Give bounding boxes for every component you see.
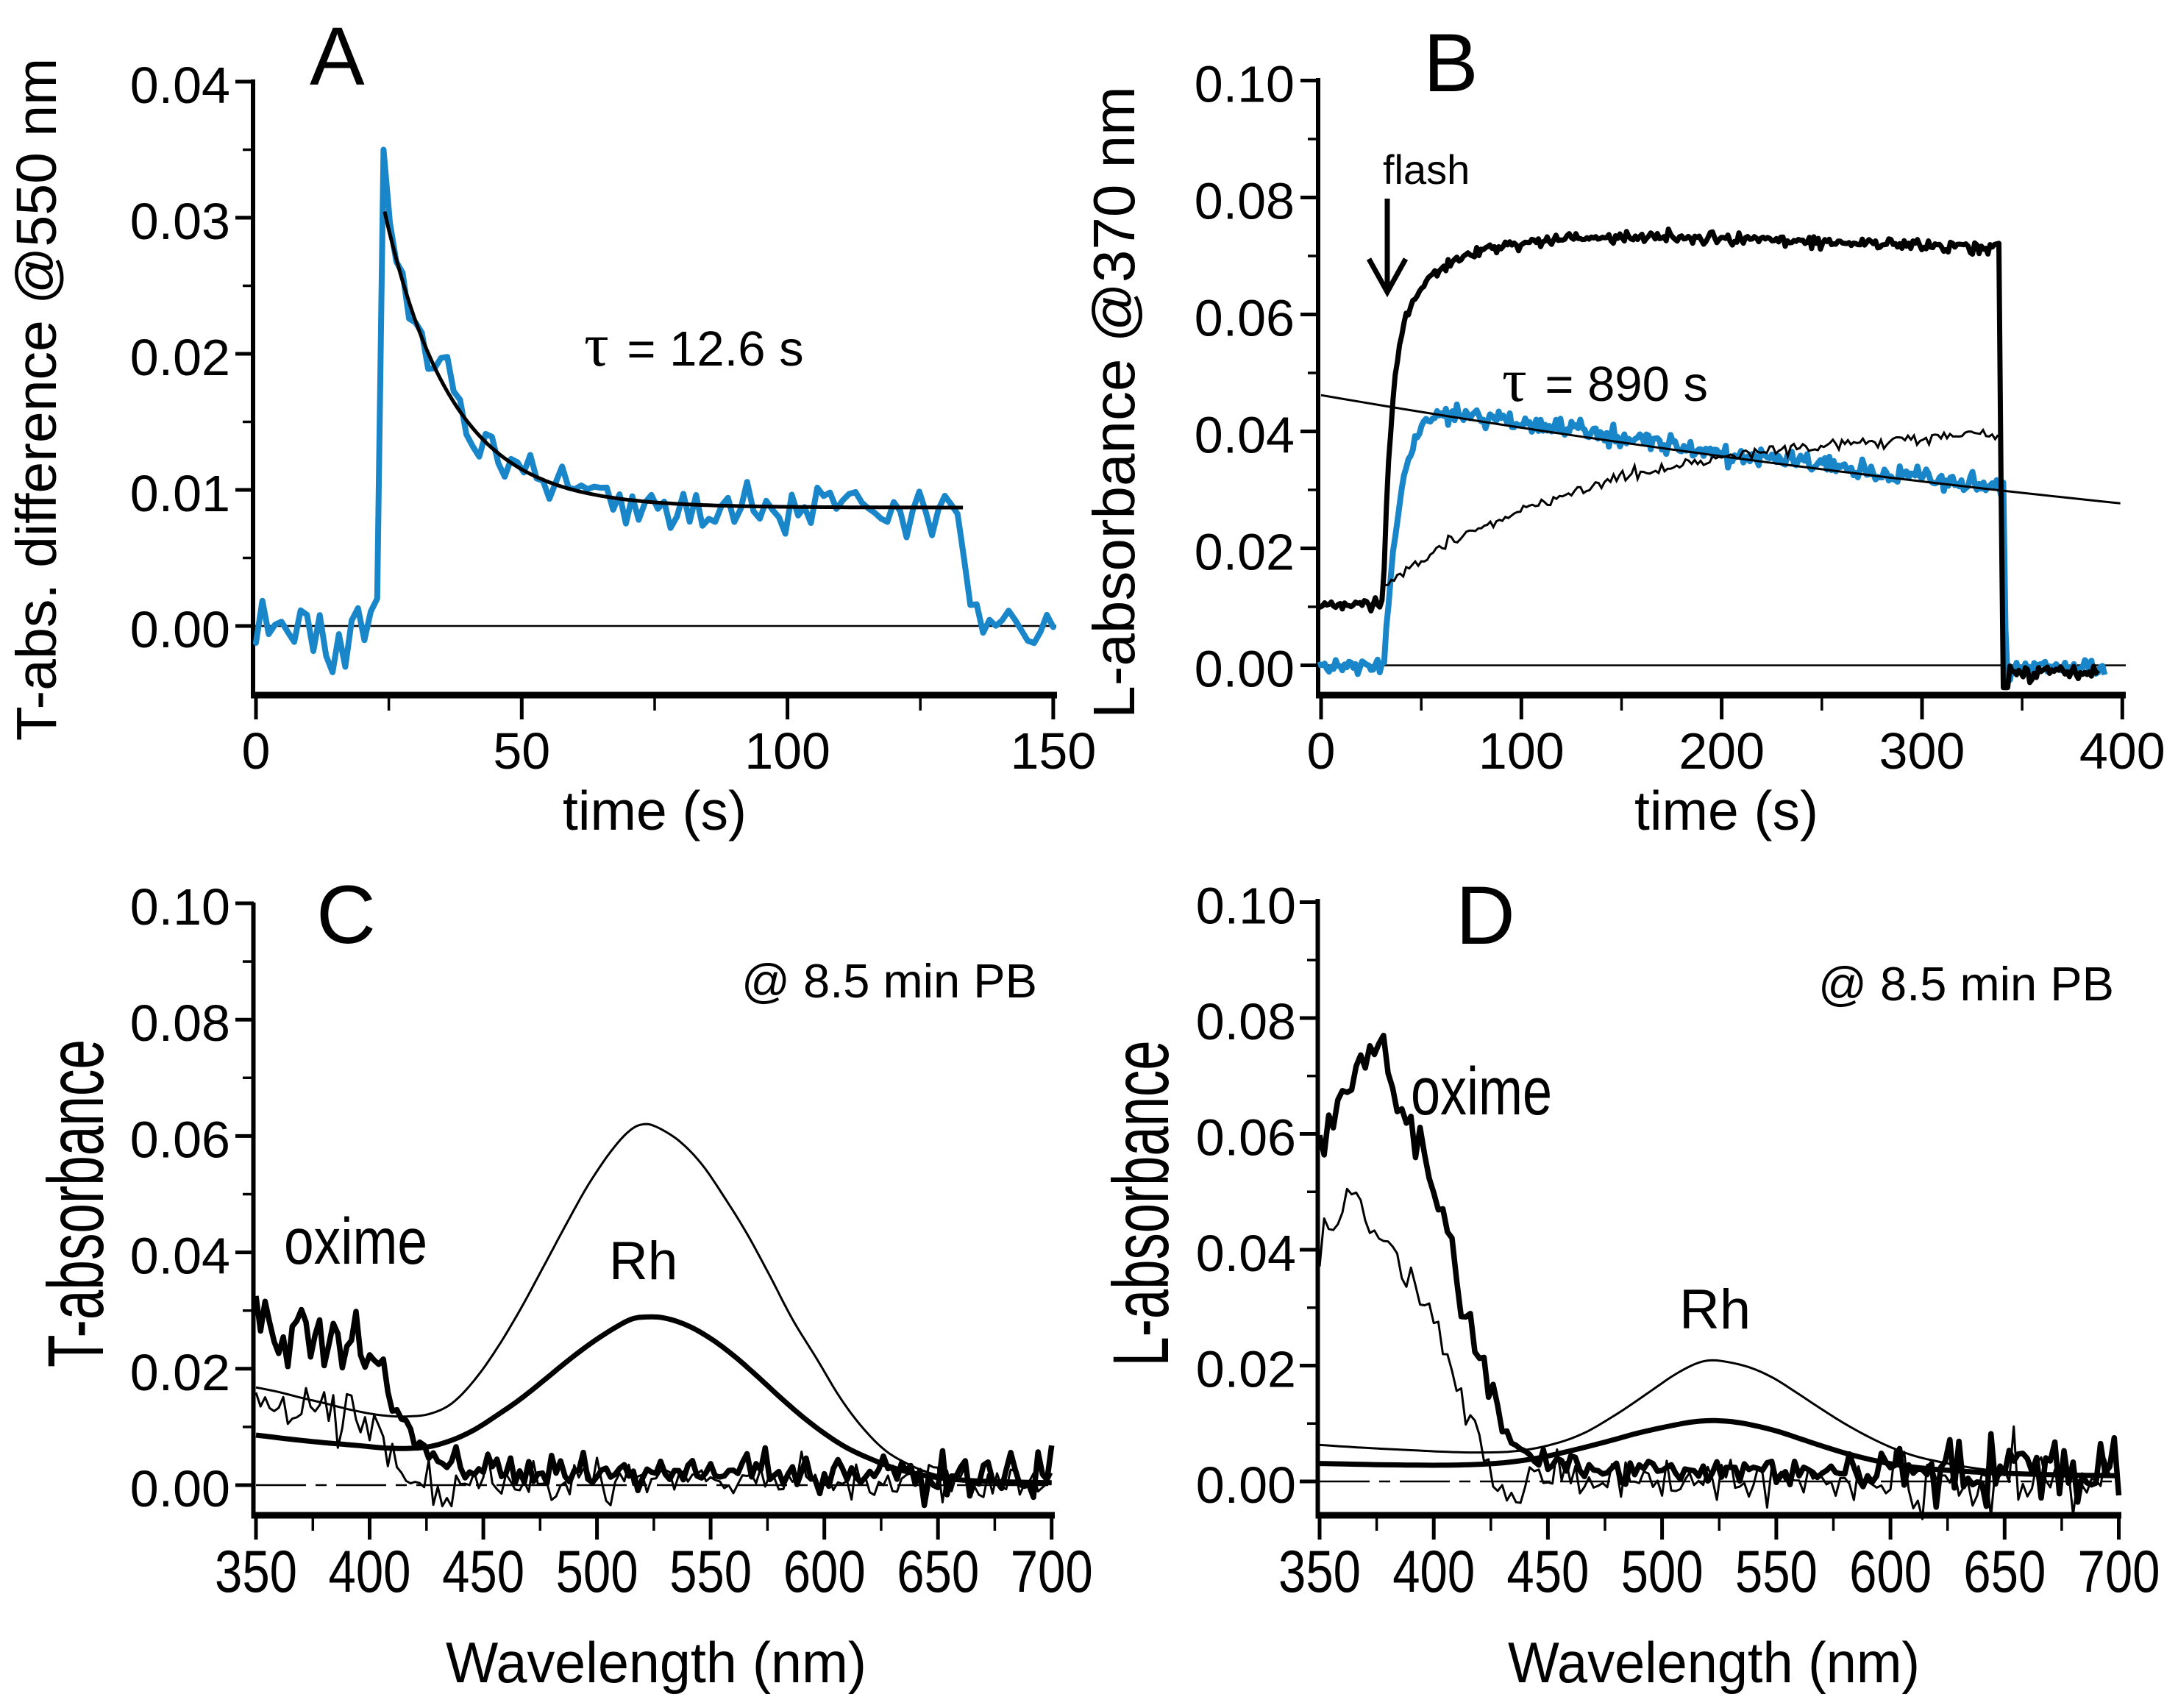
svg-text:650: 650 [897, 1539, 979, 1605]
svg-text:Wavelength (nm): Wavelength (nm) [1508, 1630, 1920, 1695]
svg-text:oxime: oxime [284, 1204, 427, 1278]
svg-text:0.02: 0.02 [130, 329, 230, 386]
svg-text:0.04: 0.04 [130, 1228, 230, 1285]
svg-text:@ 8.5 min PB: @ 8.5 min PB [1818, 957, 2114, 1011]
svg-text:D: D [1456, 869, 1515, 961]
svg-text:0.04: 0.04 [1196, 1225, 1296, 1282]
svg-text:C: C [316, 869, 376, 961]
svg-text:300: 300 [1879, 722, 1965, 780]
svg-text:0.10: 0.10 [1196, 878, 1296, 935]
svg-text:0.02: 0.02 [1195, 524, 1295, 581]
svg-text:oxime: oxime [1411, 1054, 1552, 1129]
svg-text:700: 700 [2078, 1539, 2160, 1605]
svg-text:400: 400 [329, 1539, 411, 1605]
svg-text:L-absorbance @370 nm: L-absorbance @370 nm [1081, 86, 1147, 719]
svg-text:T-abs. difference @550 nm: T-abs. difference @550 nm [5, 58, 68, 741]
svg-text:0.06: 0.06 [1196, 1109, 1296, 1167]
svg-text:0.00: 0.00 [1195, 641, 1295, 698]
svg-text:0.01: 0.01 [130, 465, 230, 522]
svg-text:0: 0 [242, 722, 271, 780]
svg-text:Rh: Rh [1679, 1278, 1751, 1341]
svg-text:0.08: 0.08 [1195, 173, 1295, 230]
svg-text:550: 550 [669, 1539, 752, 1605]
svg-text:600: 600 [1849, 1539, 1932, 1605]
svg-text:400: 400 [1392, 1539, 1475, 1605]
svg-text:Wavelength (nm): Wavelength (nm) [446, 1630, 866, 1695]
svg-text:450: 450 [442, 1539, 524, 1605]
svg-text:0.00: 0.00 [130, 1460, 230, 1517]
svg-text:0.00: 0.00 [1196, 1456, 1296, 1514]
svg-text:τ = 12.6 s: τ = 12.6 s [584, 311, 804, 380]
svg-text:0.06: 0.06 [1195, 290, 1295, 347]
svg-text:350: 350 [215, 1539, 297, 1605]
svg-text:A: A [310, 10, 365, 102]
svg-text:τ = 890 s: τ = 890 s [1502, 346, 1708, 415]
svg-text:T-absorbance: T-absorbance [31, 1039, 120, 1367]
svg-text:0.08: 0.08 [130, 994, 230, 1052]
svg-text:650: 650 [1963, 1539, 2046, 1605]
svg-text:450: 450 [1506, 1539, 1589, 1605]
svg-text:700: 700 [1011, 1539, 1093, 1605]
svg-text:0.10: 0.10 [130, 878, 230, 936]
svg-text:B: B [1423, 17, 1478, 109]
svg-text:100: 100 [744, 722, 830, 780]
svg-text:0.04: 0.04 [1195, 407, 1295, 464]
svg-text:500: 500 [1621, 1539, 1704, 1605]
svg-text:0.03: 0.03 [130, 193, 230, 250]
svg-text:0.10: 0.10 [1195, 56, 1295, 113]
svg-text:0.02: 0.02 [130, 1344, 230, 1401]
svg-text:150: 150 [1011, 722, 1097, 780]
svg-text:50: 50 [493, 722, 550, 780]
svg-text:flash: flash [1383, 146, 1470, 193]
svg-text:time (s): time (s) [563, 780, 747, 841]
svg-text:0: 0 [1307, 722, 1336, 780]
svg-text:100: 100 [1478, 722, 1565, 780]
svg-text:0.06: 0.06 [130, 1111, 230, 1168]
svg-text:550: 550 [1735, 1539, 1818, 1605]
svg-text:@ 8.5 min PB: @ 8.5 min PB [741, 954, 1037, 1008]
svg-text:400: 400 [2079, 722, 2165, 780]
svg-text:500: 500 [556, 1539, 638, 1605]
svg-text:200: 200 [1679, 722, 1765, 780]
svg-text:L-absorbance: L-absorbance [1096, 1041, 1185, 1367]
svg-text:350: 350 [1278, 1539, 1361, 1605]
svg-text:0.02: 0.02 [1196, 1341, 1296, 1398]
svg-text:0.04: 0.04 [130, 57, 230, 114]
svg-text:time (s): time (s) [1634, 780, 1818, 841]
svg-text:600: 600 [783, 1539, 866, 1605]
svg-text:0.00: 0.00 [130, 601, 230, 658]
svg-text:0.08: 0.08 [1196, 993, 1296, 1050]
svg-text:Rh: Rh [609, 1231, 677, 1291]
